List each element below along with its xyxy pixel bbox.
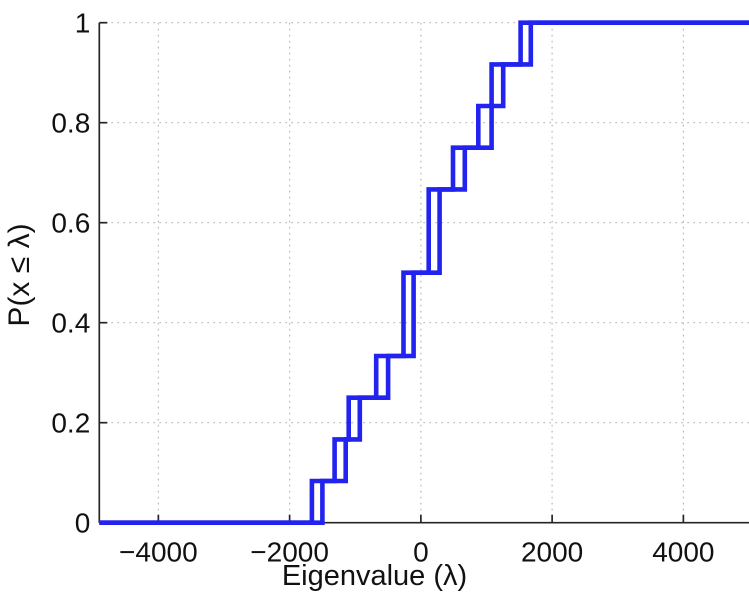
x-tick-label: 4000 (652, 537, 714, 568)
y-tick-label: 0.4 (51, 308, 90, 339)
x-tick-label: 2000 (521, 537, 583, 568)
y-tick-label: 0.2 (51, 408, 90, 439)
y-tick-label: 0.6 (51, 208, 90, 239)
y-tick-label: 0 (75, 508, 91, 539)
y-tick-label: 0.8 (51, 108, 90, 139)
x-tick-label: 0 (413, 537, 429, 568)
ecdf-step-curve (99, 20, 749, 525)
x-axis-label: Eigenvalue (λ) (281, 560, 468, 592)
y-tick-label: 1 (75, 8, 91, 39)
x-tick-label: −4000 (119, 537, 198, 568)
x-tick-label: −2000 (250, 537, 329, 568)
y-axis-label: P(x ≤ λ) (3, 223, 36, 327)
